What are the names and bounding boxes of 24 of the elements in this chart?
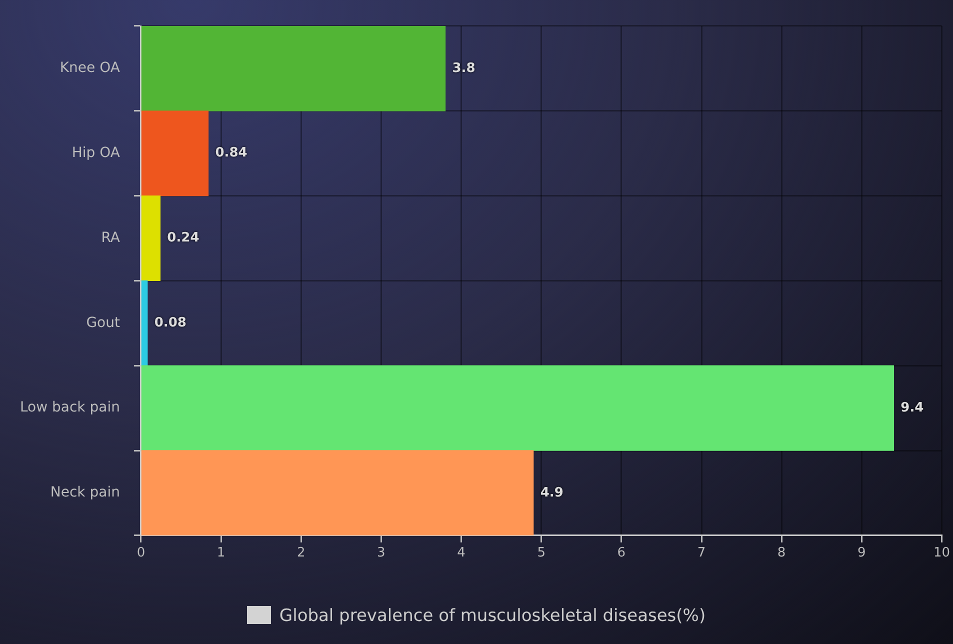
x-tick-label: 5 [537, 546, 546, 561]
y-tick-label: RA [101, 230, 120, 246]
data-label: 0.84 [215, 146, 248, 161]
y-tick-label: Hip OA [72, 144, 120, 161]
data-label: 0.08 [154, 316, 186, 331]
x-tick-label: 6 [617, 546, 626, 561]
x-tick-label: 3 [377, 546, 386, 561]
x-tick-label: 7 [697, 546, 706, 561]
data-label: 9.4 [900, 400, 924, 416]
text: Global prevalence of musculoskeletal diseases(%) [279, 606, 706, 626]
x-tick-label: 9 [858, 546, 866, 561]
y-tick-label: Knee OA [60, 60, 120, 76]
x-tick-label: 4 [457, 546, 466, 561]
data-label: 3.8 [452, 60, 476, 76]
data-label: 0.24 [167, 230, 200, 246]
y-tick-label: Low back pain [20, 400, 120, 416]
x-tick-label: 2 [296, 546, 306, 561]
x-tick-label: 0 [136, 546, 146, 561]
y-tick-label: Gout [86, 314, 120, 331]
x-tick-label: 8 [777, 546, 786, 561]
x-tick-label: 10 [933, 546, 950, 561]
x-tick-label: 1 [216, 546, 226, 561]
data-label: 4.9 [540, 485, 564, 500]
y-tick-label: Neck pain [50, 484, 120, 501]
